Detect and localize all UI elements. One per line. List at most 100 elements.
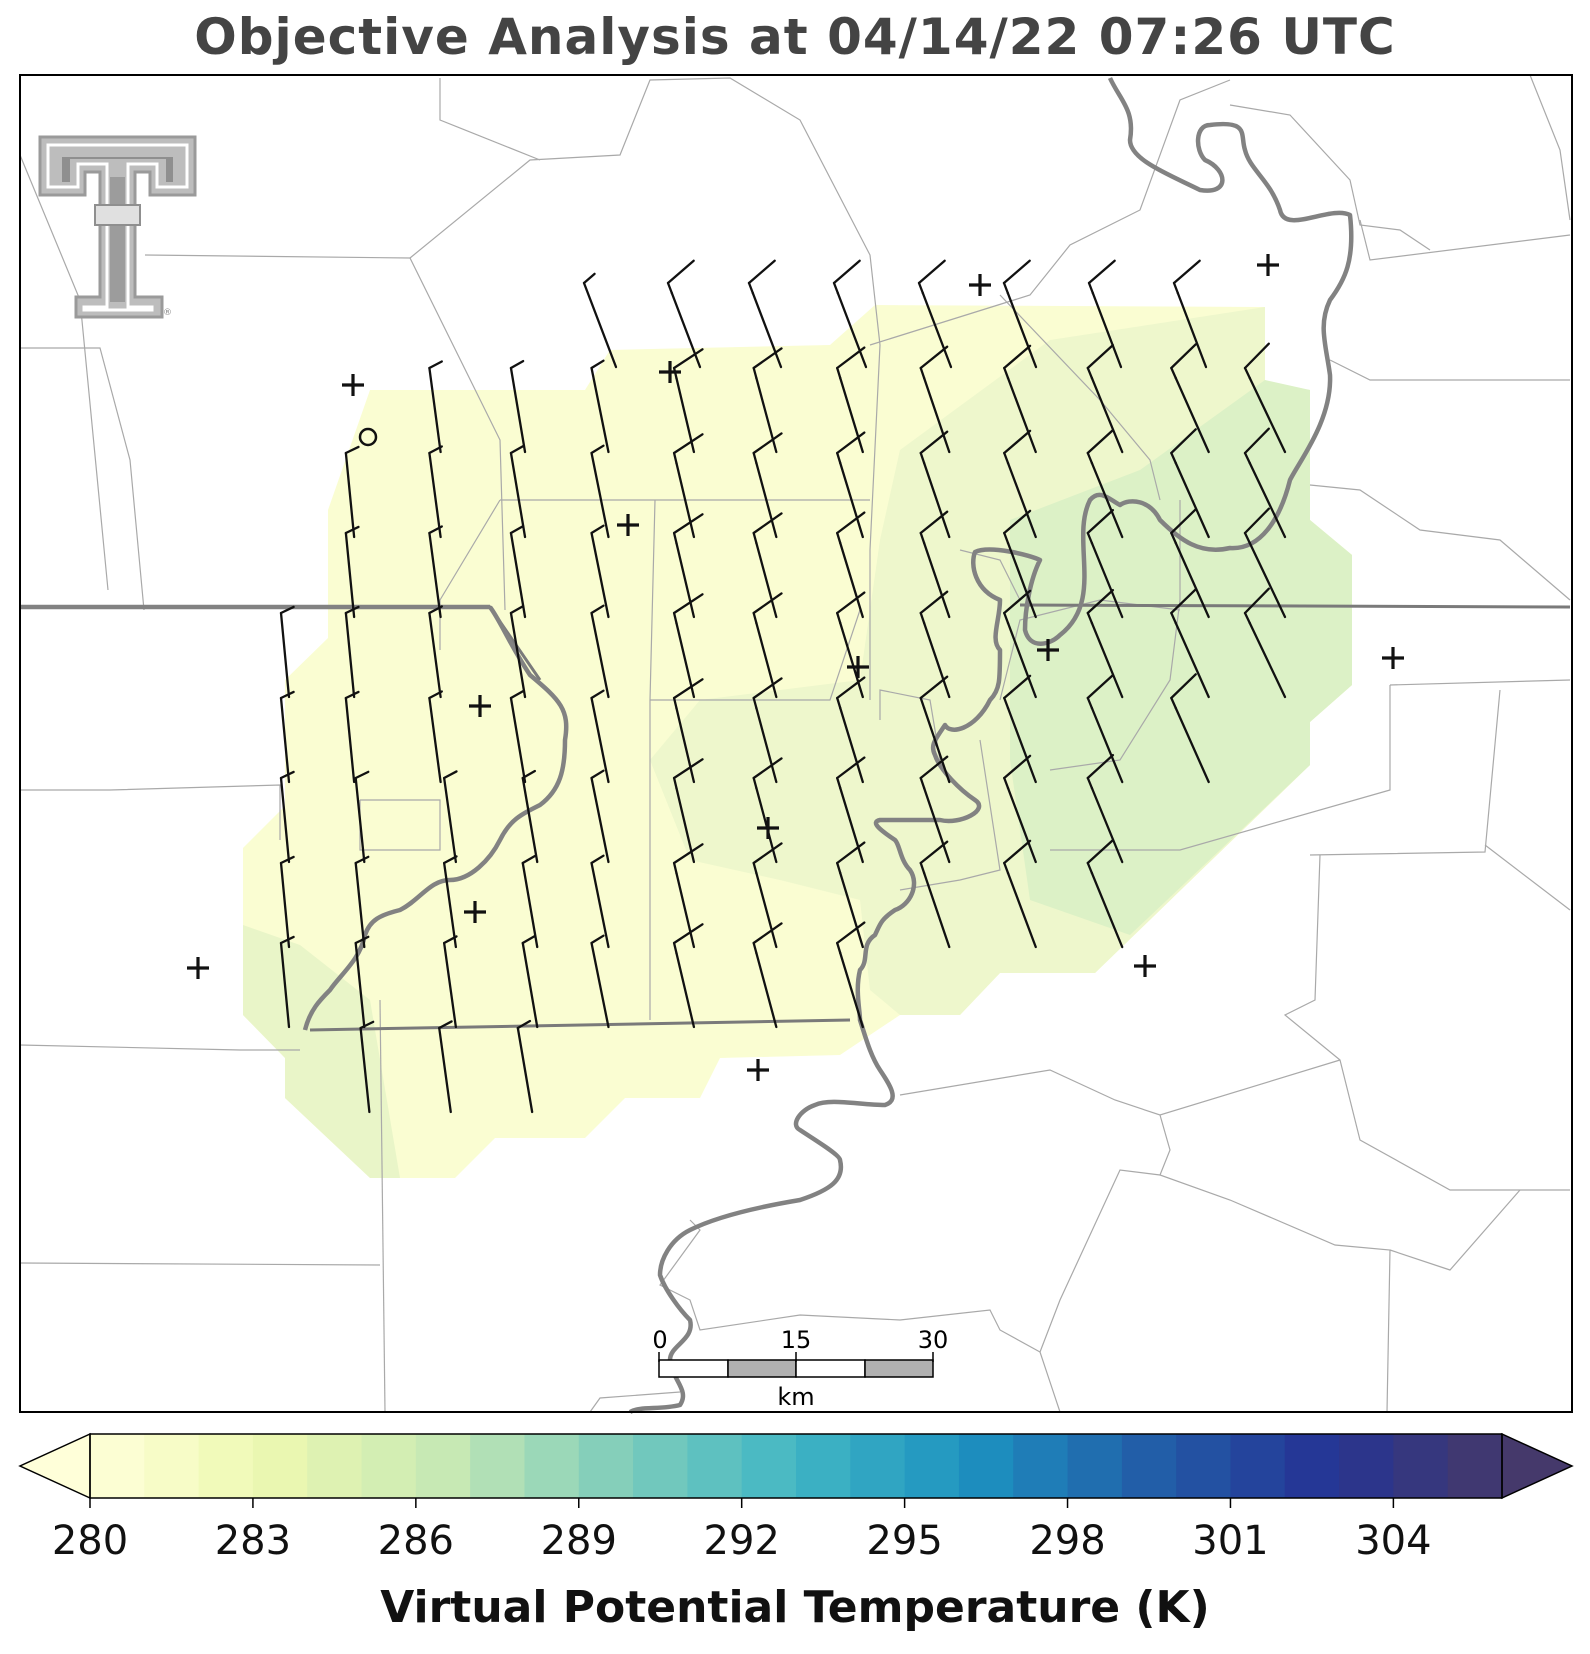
wind-barb <box>832 259 868 369</box>
colorbar-bin <box>850 1434 906 1498</box>
wind-barb <box>919 840 951 949</box>
colorbar-bin <box>415 1434 471 1498</box>
wind-barb <box>752 512 783 619</box>
wind-barb <box>279 935 295 1029</box>
station-plus-marker <box>464 901 486 923</box>
station-plus-marker <box>1037 639 1059 661</box>
river <box>20 77 1354 1415</box>
colorbar-tick-label: 295 <box>866 1518 942 1564</box>
wind-barb <box>442 855 458 949</box>
map-frame <box>19 74 1573 1413</box>
wind-barb <box>672 923 704 1029</box>
wind-barb <box>428 445 443 539</box>
station-plus-marker <box>342 374 364 396</box>
colorbar-bin <box>578 1434 634 1498</box>
wind-barb <box>1172 259 1208 369</box>
wind-barb <box>1086 753 1124 864</box>
wind-barb <box>354 770 370 864</box>
scale-tick-30: 30 <box>918 1326 949 1354</box>
vpt-field-sw <box>243 925 400 1178</box>
colorbar-bin <box>1121 1434 1177 1498</box>
colorbar-bin <box>361 1434 417 1498</box>
wind-barb <box>1002 259 1038 369</box>
colorbar-bin <box>198 1434 254 1498</box>
wind-barb <box>509 359 527 454</box>
wind-barb <box>428 605 443 699</box>
scale-tick-0: 0 <box>652 1326 667 1354</box>
station-plus-marker <box>187 957 209 979</box>
colorbar: 280 283 286 289 292 295 298 301 304 <box>18 1432 1574 1564</box>
colorbar-bin <box>1284 1434 1340 1498</box>
wind-barb <box>1170 673 1210 784</box>
colorbar-extend-low <box>18 1432 91 1500</box>
wind-barb <box>279 855 295 949</box>
colorbar-tick-label: 298 <box>1029 1518 1105 1564</box>
county-boundaries <box>19 74 1571 1413</box>
colorbar-bin <box>1067 1434 1123 1498</box>
wind-barb <box>344 690 360 784</box>
wind-barb <box>590 524 610 619</box>
colorbar-bin <box>633 1434 688 1498</box>
wind-barb <box>442 770 458 864</box>
colorbar-bin <box>1339 1434 1394 1498</box>
colorbar-bin <box>1230 1434 1286 1498</box>
wind-barb <box>509 604 527 699</box>
texas-tech-double-t-logo: ® <box>38 135 197 319</box>
colorbar-bin <box>1447 1434 1503 1498</box>
wind-barb <box>752 347 783 454</box>
wind-barb <box>442 935 458 1029</box>
wind-barb <box>279 690 295 784</box>
colorbar-bin <box>470 1434 525 1498</box>
wind-barb <box>509 444 527 539</box>
colorbar-bin <box>144 1434 200 1498</box>
logo-registered-mark: ® <box>163 308 172 318</box>
wind-barb <box>438 1020 453 1114</box>
colorbar-tick-label: 301 <box>1192 1518 1268 1564</box>
scale-bar: 0 15 30 km <box>652 1326 948 1411</box>
wind-barb <box>836 841 866 949</box>
wind-barb <box>354 935 370 1029</box>
wind-barb <box>1170 508 1210 619</box>
wind-barb <box>509 689 527 784</box>
wind-barb <box>590 444 610 539</box>
wind-barb <box>590 769 610 864</box>
wind-barb <box>428 360 443 454</box>
wind-barb <box>919 430 951 539</box>
station-plus-marker <box>1257 254 1279 276</box>
wind-barb <box>1170 343 1210 454</box>
wind-barb <box>521 854 539 949</box>
colorbar-bin <box>524 1434 580 1498</box>
colorbar-label: Virtual Potential Temperature (K) <box>380 1582 1210 1633</box>
wind-barb <box>1086 343 1124 454</box>
colorbar-tick-label: 283 <box>215 1518 291 1564</box>
wind-barb <box>919 755 951 864</box>
wind-barb <box>919 590 951 699</box>
wind-barb <box>582 272 618 369</box>
colorbar-bin <box>1176 1434 1231 1498</box>
wind-barb <box>919 510 951 619</box>
colorbar-bin <box>796 1434 851 1498</box>
wind-barb <box>521 934 539 1029</box>
wind-barb <box>521 769 539 864</box>
wind-barb <box>1003 839 1037 949</box>
wind-barb <box>344 445 360 539</box>
wind-barb <box>752 922 783 1029</box>
wind-barb <box>1243 587 1287 699</box>
colorbar-bin <box>687 1434 743 1498</box>
wind-barb <box>1243 342 1287 454</box>
station-plus-marker <box>1134 955 1156 977</box>
station-plus-marker <box>847 656 869 678</box>
wind-barb <box>752 677 783 784</box>
wind-barb <box>836 511 866 619</box>
colorbar-bin <box>307 1434 363 1498</box>
station-plus-marker <box>617 514 639 536</box>
wind-barb <box>919 345 951 454</box>
station-plus-marker <box>469 695 491 717</box>
wind-barbs <box>279 259 1287 1114</box>
colorbar-bin <box>904 1434 960 1498</box>
wind-barb <box>1003 429 1037 539</box>
wind-barb <box>428 690 443 784</box>
wind-barb <box>1243 507 1287 619</box>
colorbar-bin <box>1393 1434 1449 1498</box>
